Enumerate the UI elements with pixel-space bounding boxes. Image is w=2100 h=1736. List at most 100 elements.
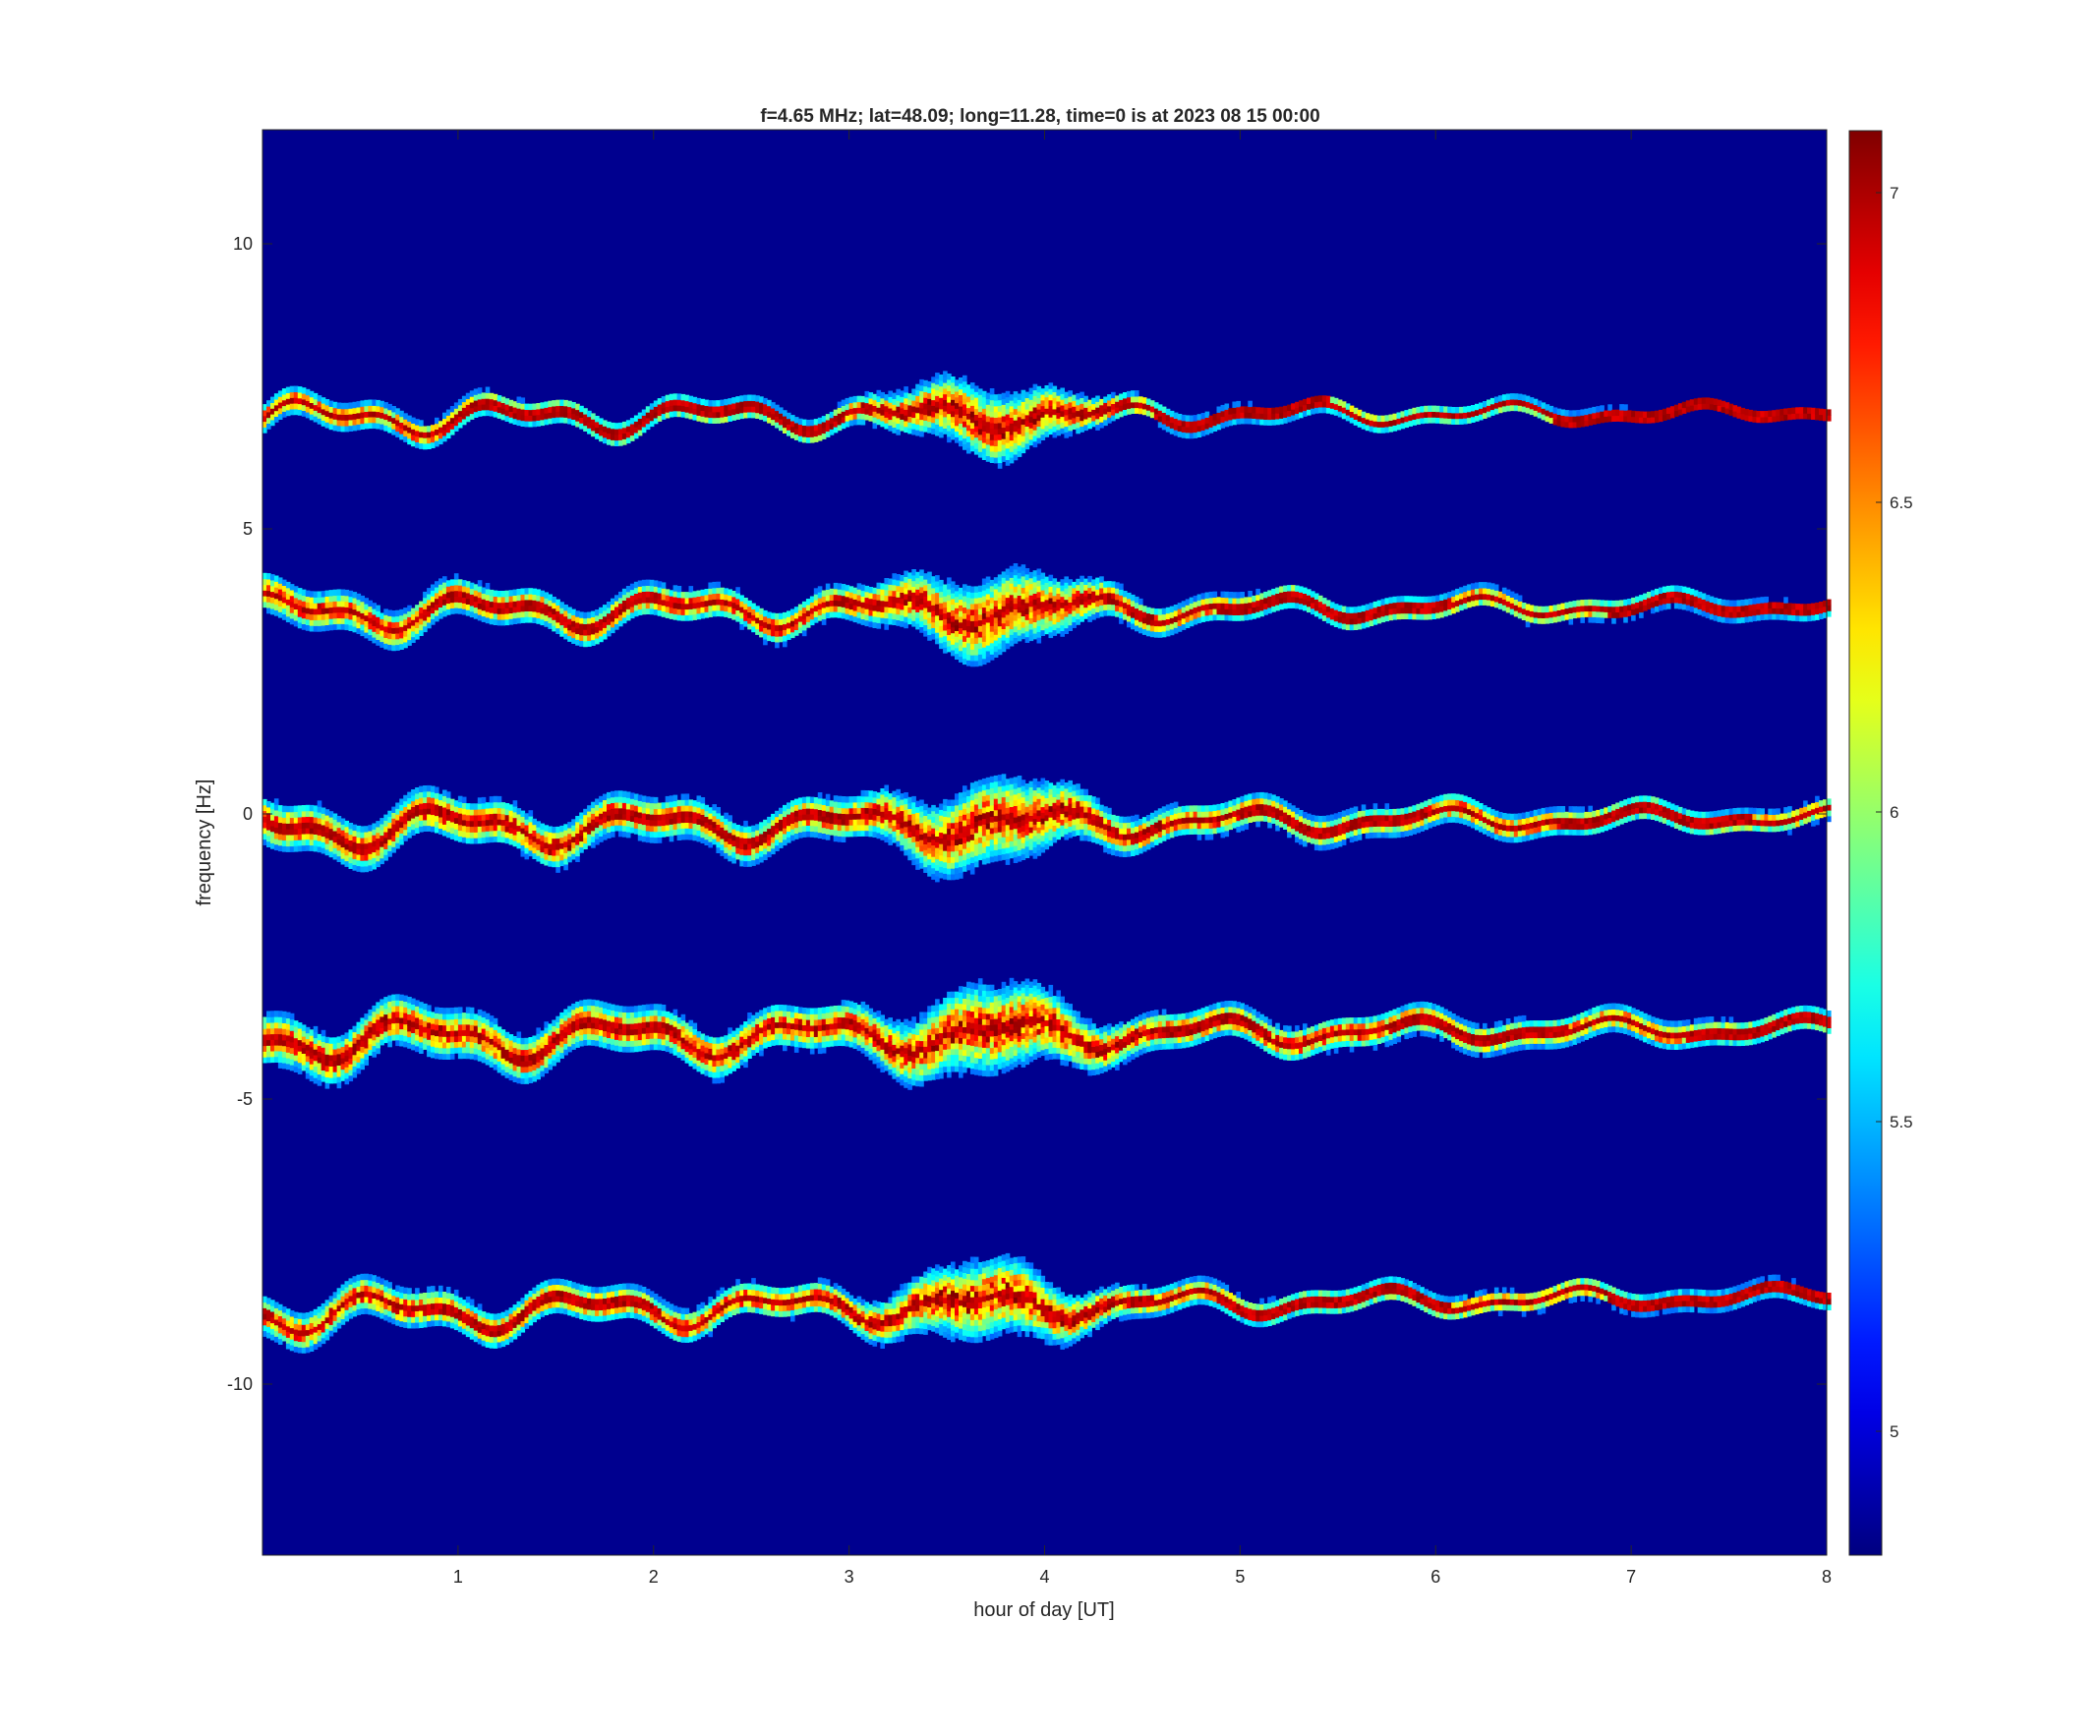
heatmap-cell <box>524 813 530 820</box>
heatmap-cell <box>399 833 404 839</box>
heatmap-cell <box>364 411 369 418</box>
heatmap-cell <box>1005 419 1011 427</box>
heatmap-cell <box>985 639 991 646</box>
heatmap-cell <box>1028 571 1034 579</box>
heatmap-cell <box>321 807 326 814</box>
heatmap-cell <box>977 597 983 604</box>
heatmap-cell <box>1267 607 1272 614</box>
heatmap-cell <box>864 619 870 627</box>
heatmap-cell <box>548 622 553 629</box>
heatmap-cell <box>943 629 948 637</box>
heatmap-cell <box>1795 608 1800 616</box>
heatmap-cell <box>536 827 541 834</box>
heatmap-cell <box>536 832 541 839</box>
heatmap-cell <box>790 415 795 422</box>
heatmap-cell <box>1372 612 1378 619</box>
heatmap-cell <box>1412 596 1417 603</box>
heatmap-cell <box>1317 607 1323 613</box>
heatmap-cell <box>1009 565 1015 573</box>
heatmap-cell <box>1036 619 1042 627</box>
heatmap-cell <box>1483 406 1488 414</box>
heatmap-cell <box>739 412 744 420</box>
heatmap-cell <box>1044 385 1050 392</box>
heatmap-cell <box>473 590 479 597</box>
heatmap-cell <box>431 584 436 591</box>
heatmap-cell <box>872 593 878 600</box>
heatmap-cell <box>735 593 740 600</box>
heatmap-cell <box>438 607 443 613</box>
heatmap-cell <box>1396 602 1402 608</box>
heatmap-cell <box>1240 608 1245 615</box>
heatmap-cell <box>583 842 588 849</box>
heatmap-cell <box>595 833 600 839</box>
heatmap-cell <box>344 820 350 828</box>
heatmap-cell <box>676 811 682 818</box>
heatmap-cell <box>285 839 291 847</box>
heatmap-cell <box>973 592 979 599</box>
heatmap-cell <box>1388 613 1394 621</box>
heatmap-cell <box>1321 406 1327 414</box>
heatmap-cell <box>504 608 510 614</box>
heatmap-cell <box>923 420 928 427</box>
heatmap-cell <box>966 424 971 432</box>
heatmap-cell <box>1732 611 1738 618</box>
heatmap-cell <box>771 618 776 625</box>
heatmap-cell <box>356 837 362 843</box>
heatmap-cell <box>1204 411 1210 418</box>
heatmap-cell <box>1009 606 1015 612</box>
heatmap-cell <box>614 801 619 809</box>
heatmap-cell <box>977 642 983 650</box>
heatmap-cell <box>445 591 451 599</box>
heatmap-cell <box>512 407 518 414</box>
heatmap-cell <box>1505 601 1511 608</box>
heatmap-cell <box>372 405 377 412</box>
heatmap-cell <box>595 433 600 439</box>
heatmap-cell <box>1361 610 1367 617</box>
heatmap-cell <box>273 843 279 851</box>
heatmap-cell <box>1487 411 1491 418</box>
heatmap-cell <box>821 416 827 423</box>
heatmap-cell <box>496 591 502 598</box>
heatmap-cell <box>344 832 350 839</box>
heatmap-cell <box>1153 608 1159 615</box>
heatmap-cell <box>841 399 846 406</box>
heatmap-cell <box>739 401 744 408</box>
heatmap-cell <box>661 599 667 607</box>
heatmap-cell <box>391 406 396 413</box>
heatmap-cell <box>399 608 404 616</box>
heatmap-cell <box>1764 411 1769 418</box>
heatmap-cell <box>399 798 404 805</box>
heatmap-cell <box>1299 598 1304 605</box>
heatmap-cell <box>751 394 756 401</box>
heatmap-cell <box>387 839 392 846</box>
heatmap-cell <box>607 602 612 608</box>
heatmap-cell <box>595 427 600 434</box>
heatmap-cell <box>1060 387 1065 394</box>
heatmap-cell <box>520 420 526 427</box>
heatmap-cell <box>277 834 283 840</box>
heatmap-cell <box>1627 609 1632 616</box>
heatmap-cell <box>540 408 545 415</box>
heatmap-cell <box>435 815 439 822</box>
heatmap-cell <box>461 401 467 408</box>
heatmap-cell <box>508 601 514 608</box>
heatmap-cell <box>1388 608 1394 615</box>
heatmap-cell <box>1689 399 1695 406</box>
heatmap-cell <box>1313 609 1319 617</box>
heatmap-cell <box>779 424 784 432</box>
heatmap-cell <box>309 816 315 823</box>
heatmap-cell <box>1123 403 1128 410</box>
heatmap-cell <box>939 408 944 416</box>
heatmap-cell <box>625 826 631 833</box>
heatmap-cell <box>1220 608 1226 615</box>
heatmap-cell <box>931 416 936 424</box>
heatmap-cell <box>981 635 987 642</box>
heatmap-cell <box>528 616 534 623</box>
heatmap-cell <box>348 402 354 409</box>
heatmap-cell <box>262 415 267 423</box>
heatmap-cell <box>1693 590 1699 597</box>
heatmap-cell <box>332 419 338 426</box>
heatmap-cell <box>445 802 451 810</box>
heatmap-cell <box>555 610 560 617</box>
heatmap-cell <box>1111 598 1116 606</box>
